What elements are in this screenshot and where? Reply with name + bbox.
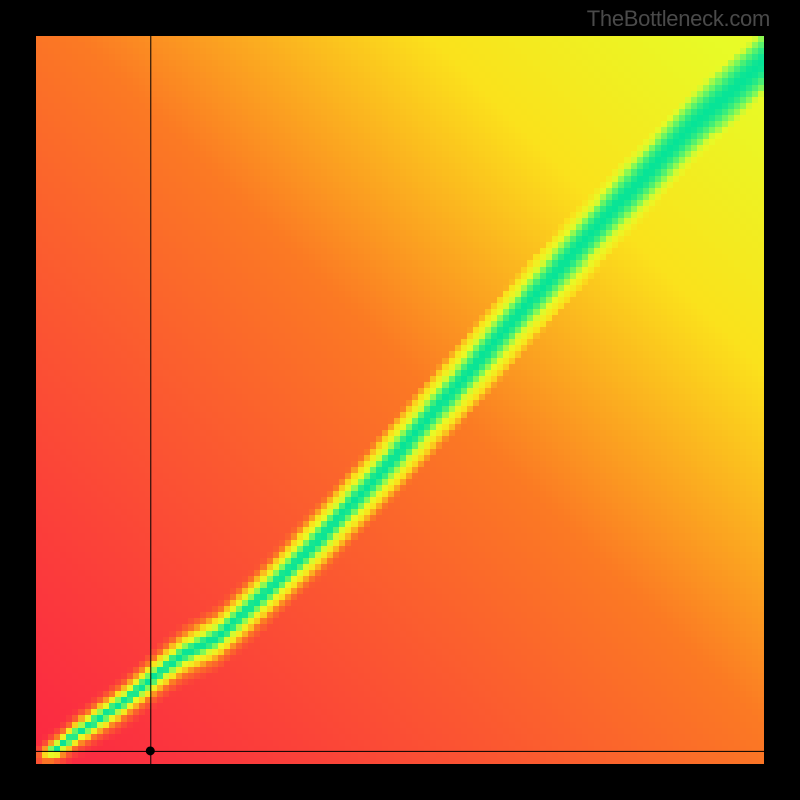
heatmap-canvas: [36, 36, 764, 764]
watermark-text: TheBottleneck.com: [587, 6, 770, 32]
heatmap-plot: [36, 36, 764, 764]
